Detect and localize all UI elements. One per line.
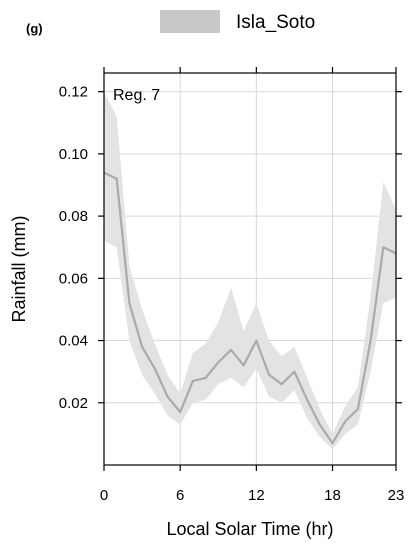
confidence-band-isla-soto — [104, 91, 396, 450]
legend-label-isla-soto: Isla_Soto — [236, 12, 315, 33]
x-tick-label-23: 23 — [388, 487, 405, 504]
y-tick-label-0: 0.02 — [59, 395, 88, 412]
x-axis-title: Local Solar Time (hr) — [166, 519, 333, 539]
y-tick-label-4: 0.10 — [59, 146, 88, 163]
x-tick-label-0: 0 — [100, 487, 108, 504]
x-tick-labels: 0 6 12 18 23 — [100, 487, 405, 504]
y-tick-label-1: 0.04 — [59, 333, 88, 350]
series-line-isla-soto — [103, 171, 397, 445]
region-label: Reg. 7 — [113, 87, 160, 104]
plot-frame — [103, 72, 397, 466]
y-tick-label-2: 0.06 — [59, 270, 88, 287]
x-tick-label-18: 18 — [324, 487, 341, 504]
y-tick-labels: 0.02 0.04 0.06 0.08 0.10 0.12 — [59, 84, 88, 412]
y-tick-label-3: 0.08 — [59, 208, 88, 225]
x-tick-label-6: 6 — [176, 487, 184, 504]
axis-ticks — [98, 67, 402, 471]
legend-patch-isla-soto — [160, 10, 220, 33]
panel-label: (g) — [26, 21, 43, 36]
y-axis-title: Rainfall (mm) — [9, 215, 29, 322]
series-line-layer — [103, 171, 397, 445]
x-tick-label-12: 12 — [248, 487, 265, 504]
y-tick-label-5: 0.12 — [59, 84, 88, 101]
confidence-band-layer — [104, 91, 396, 450]
